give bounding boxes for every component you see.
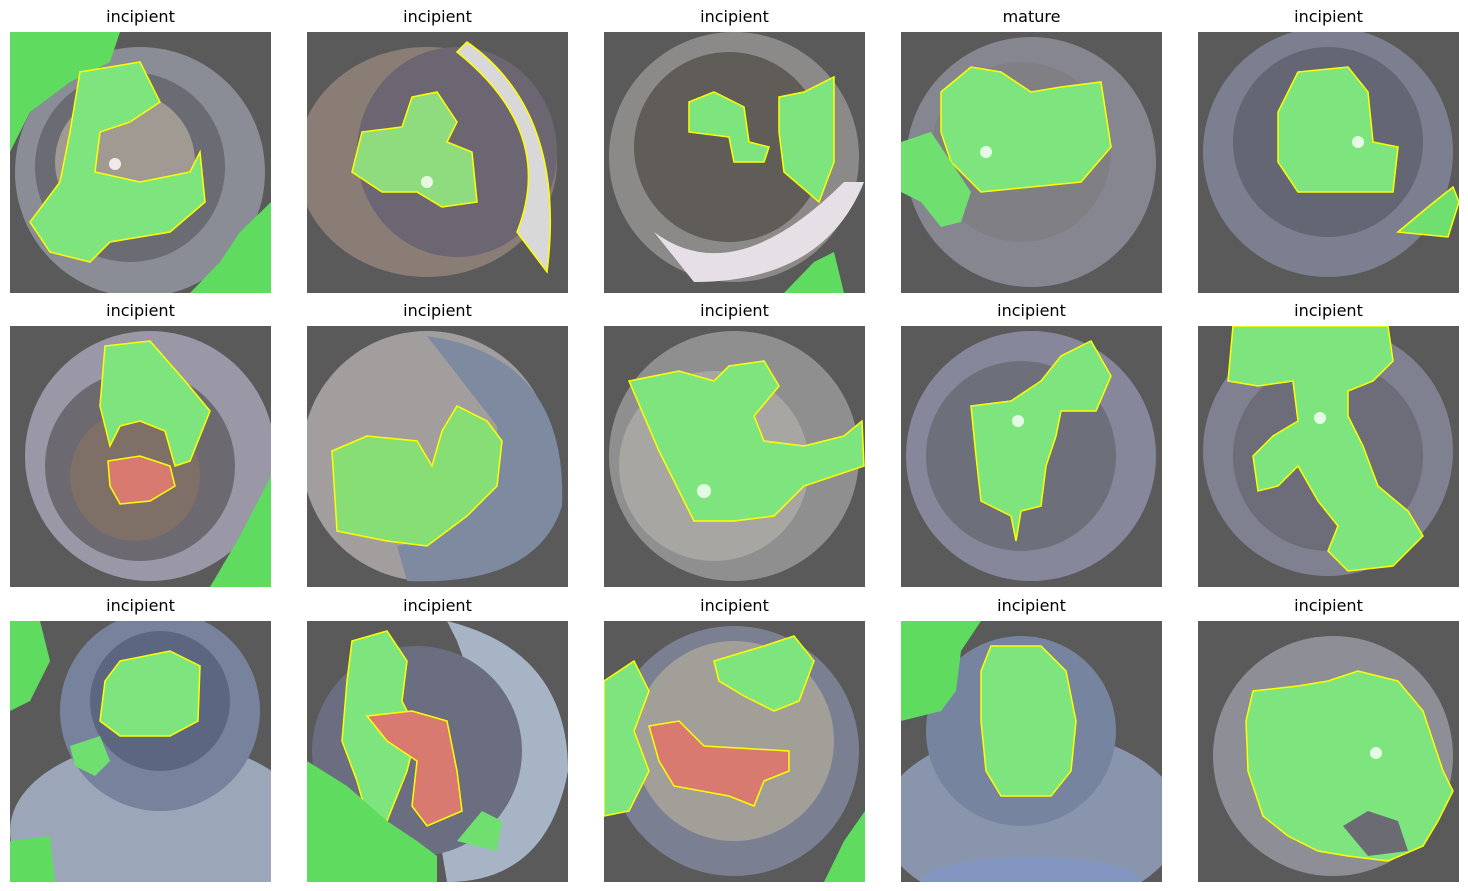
- panel-title: incipient: [997, 301, 1066, 320]
- eye-with-mask: [307, 621, 568, 882]
- panel-title: incipient: [403, 596, 472, 615]
- eye-with-mask: [307, 326, 568, 587]
- panel-title: incipient: [106, 7, 175, 26]
- eye-with-mask: [901, 32, 1162, 293]
- eye-image: [10, 326, 271, 587]
- eye-with-mask: [10, 326, 271, 587]
- panel-title: incipient: [1294, 596, 1363, 615]
- panel-title: incipient: [700, 596, 769, 615]
- eye-with-mask: [307, 32, 568, 293]
- eye-image: [1198, 32, 1459, 293]
- panel-title: incipient: [700, 7, 769, 26]
- eye-image: [10, 32, 271, 293]
- panel-title: incipient: [1294, 301, 1363, 320]
- eye-image: [307, 326, 568, 587]
- eye-with-mask: [10, 32, 271, 293]
- eye-image: [901, 32, 1162, 293]
- eye-with-mask: [604, 621, 865, 882]
- eye-image: [604, 326, 865, 587]
- eye-image: [10, 621, 271, 882]
- eye-with-mask: [1198, 326, 1459, 587]
- panel-title: incipient: [403, 301, 472, 320]
- eye-with-mask: [10, 621, 271, 882]
- panel-title: incipient: [403, 7, 472, 26]
- eye-image: [604, 32, 865, 293]
- panel-title: incipient: [997, 596, 1066, 615]
- eye-with-mask: [604, 32, 865, 293]
- eye-image: [307, 621, 568, 882]
- eye-with-mask: [1198, 32, 1459, 293]
- panel-title: incipient: [1294, 7, 1363, 26]
- eye-with-mask: [901, 621, 1162, 882]
- eye-image: [307, 32, 568, 293]
- eye-image: [1198, 326, 1459, 587]
- panel-title: incipient: [106, 301, 175, 320]
- eye-image: [901, 326, 1162, 587]
- eye-with-mask: [901, 326, 1162, 587]
- panel-title: incipient: [106, 596, 175, 615]
- panel-title: mature: [1002, 7, 1061, 26]
- panel-title: incipient: [700, 301, 769, 320]
- eye-with-mask: [1198, 621, 1459, 882]
- eye-image: [901, 621, 1162, 882]
- eye-with-mask: [604, 326, 865, 587]
- eye-image: [604, 621, 865, 882]
- eye-image: [1198, 621, 1459, 882]
